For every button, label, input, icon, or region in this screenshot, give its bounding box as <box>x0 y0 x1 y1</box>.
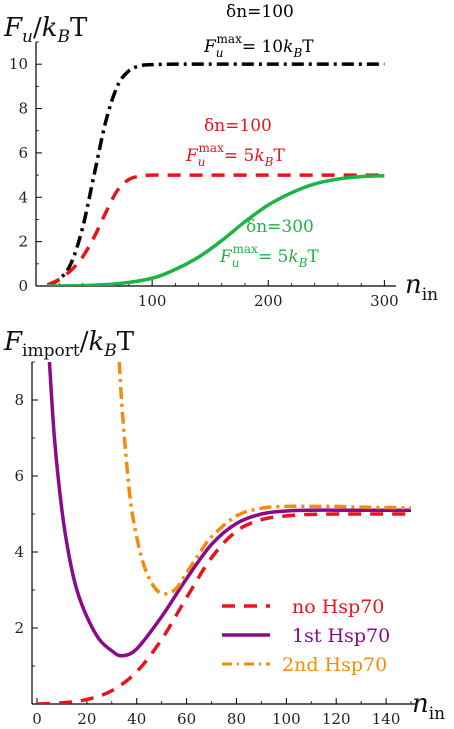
bottom-y-tick-label: 2 <box>14 619 24 637</box>
top-series-line-2 <box>47 174 385 286</box>
bottom-series-line-2 <box>117 362 412 596</box>
bottom-y-tick-label: 6 <box>14 467 24 485</box>
bottom-x-tick-label: 20 <box>77 710 96 728</box>
bottom-series-line-0 <box>36 512 412 704</box>
annotation-red: δn=100 Fumax= 5kBT <box>185 116 285 169</box>
top-series-line-0 <box>46 62 385 286</box>
annotation-black-dn: δn=100 <box>226 2 294 22</box>
chart-top: 100 200 300 0 2 4 6 8 10 Fu/kBT nin δn=100 Fumax… <box>3 2 438 310</box>
annotation-black: δn=100 Fumax= 10kBT <box>203 2 314 60</box>
annotation-red-dn: δn=100 <box>204 116 272 136</box>
bottom-x-tick-label: 0 <box>32 710 42 728</box>
annotation-black-fmax: Fumax= 10kBT <box>203 32 314 60</box>
bottom-x-tick-label: 80 <box>227 710 246 728</box>
chart-bottom: 0 20 40 60 80 100 120 140 2 4 6 8 Fimport/kBT nin n… <box>3 327 445 728</box>
bottom-series <box>36 362 412 704</box>
bottom-x-tick-label: 120 <box>322 710 351 728</box>
legend-label-2nd-hsp70: 2nd Hsp70 <box>282 654 387 676</box>
top-axes <box>35 42 396 287</box>
bottom-y-tick-label: 8 <box>14 391 24 409</box>
top-y-tick-label: 0 <box>18 277 28 295</box>
top-series <box>46 62 385 286</box>
bottom-x-axis-label: nin <box>412 689 445 724</box>
top-y-tick-label: 10 <box>9 55 28 73</box>
top-y-tick-label: 2 <box>18 233 28 251</box>
bottom-x-tick-label: 140 <box>372 710 401 728</box>
top-ticks: 100 200 300 0 2 4 6 8 10 <box>9 41 399 310</box>
top-y-tick-label: 8 <box>18 100 28 118</box>
legend-item-no-hsp70: no Hsp70 <box>222 596 384 618</box>
legend-item-2nd-hsp70: 2nd Hsp70 <box>222 654 387 676</box>
bottom-series-line-1 <box>47 362 412 658</box>
top-y-tick-label: 4 <box>18 188 28 206</box>
top-x-tick-label: 200 <box>254 292 283 310</box>
bottom-x-tick-label: 40 <box>127 710 146 728</box>
bottom-x-tick-label: 100 <box>272 710 301 728</box>
top-x-tick-label: 100 <box>138 292 167 310</box>
bottom-y-tick-label: 4 <box>14 543 24 561</box>
annotation-green-fmax: Fumax= 5kBT <box>219 242 319 270</box>
top-series-line-1 <box>46 173 385 286</box>
bottom-axes <box>31 362 416 705</box>
legend: no Hsp70 1st Hsp70 2nd Hsp70 <box>222 596 390 676</box>
bottom-ticks: 0 20 40 60 80 100 120 140 2 4 6 8 <box>14 361 412 728</box>
annotation-green: δn=300 Fumax= 5kBT <box>219 217 319 270</box>
annotation-red-fmax: Fumax= 5kBT <box>185 141 285 169</box>
bottom-x-tick-label: 60 <box>177 710 196 728</box>
annotation-green-dn: δn=300 <box>246 217 314 237</box>
legend-item-1st-hsp70: 1st Hsp70 <box>222 625 390 647</box>
legend-label-1st-hsp70: 1st Hsp70 <box>292 625 390 647</box>
top-y-axis-label: Fu/kBT <box>3 13 88 47</box>
top-y-tick-label: 6 <box>18 144 28 162</box>
top-x-tick-label: 300 <box>370 292 399 310</box>
legend-label-no-hsp70: no Hsp70 <box>292 596 384 618</box>
bottom-y-axis-label: Fimport/kBT <box>3 327 135 361</box>
top-x-axis-label: nin <box>405 270 438 305</box>
